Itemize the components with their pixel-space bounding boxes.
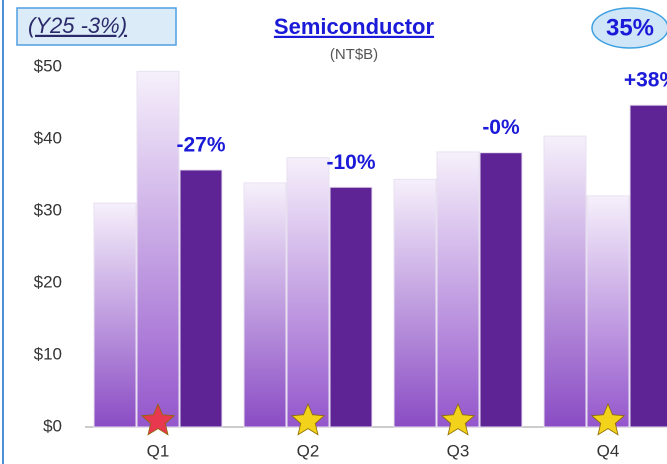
y-tick-label: $40 [34,128,62,147]
x-tick-label: Q1 [147,441,170,460]
value-note: -27% [176,134,225,157]
bar [543,135,587,428]
bar [329,186,373,428]
bar [393,178,437,428]
star-icon [140,402,176,436]
bar [436,151,480,428]
note-right: 35% [606,14,654,41]
y-tick-label: $50 [34,56,62,75]
y-tick-label: $10 [34,344,62,363]
star-icon [590,402,626,436]
y-tick-label: $0 [43,416,62,435]
x-tick-label: Q2 [297,441,320,460]
note-ellipse [591,7,667,49]
y-tick-label: $20 [34,272,62,291]
note-box [16,7,177,46]
bar [286,157,330,428]
bar [586,195,630,428]
value-note: -0% [482,116,520,139]
value-note: +38% [624,69,667,92]
bar [629,104,667,428]
bar [136,70,180,428]
x-tick-label: Q3 [447,441,470,460]
chart-title: Semiconductor [274,14,435,39]
y-tick-label: $30 [34,200,62,219]
bar [243,182,287,428]
bar [479,152,523,428]
note-left: (Y25 -3%) [28,13,127,38]
star-icon [440,402,476,436]
value-note: -10% [326,151,375,174]
bar [179,169,223,428]
star-icon [290,402,326,436]
bar [93,202,137,428]
x-tick-label: Q4 [597,441,620,460]
chart-subtitle: (NT$B) [330,46,378,63]
